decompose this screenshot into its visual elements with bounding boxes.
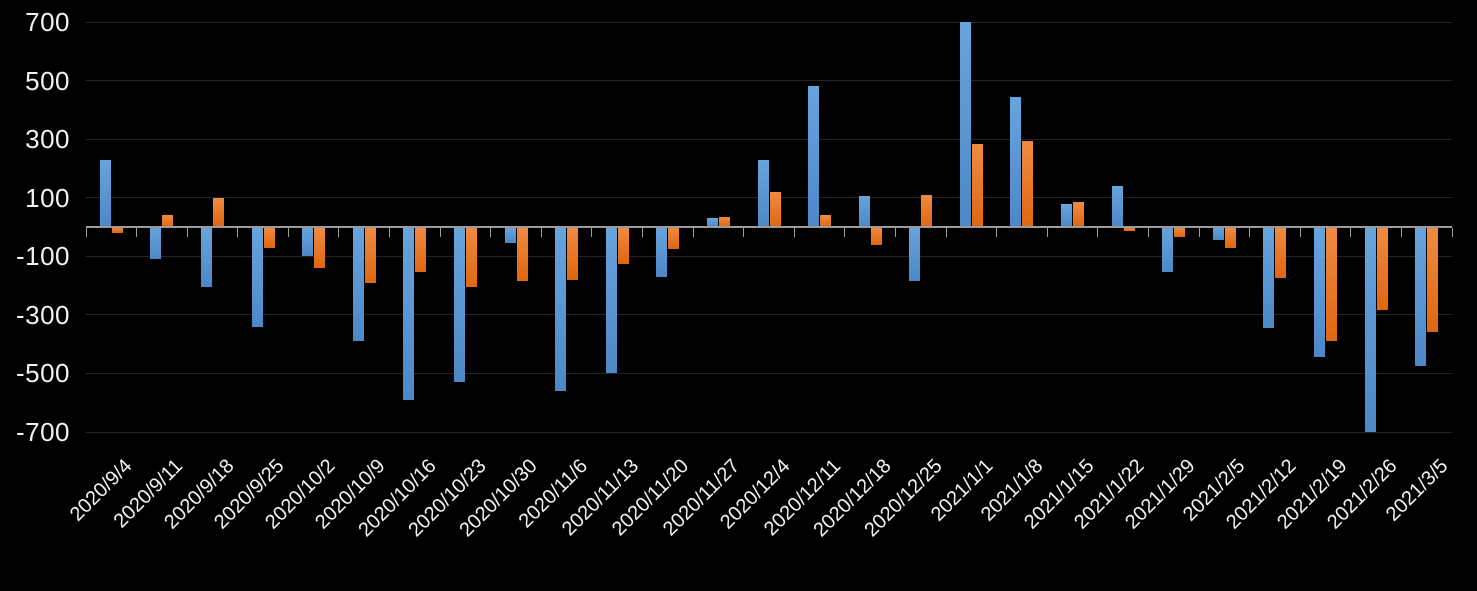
- axis-tick: [894, 228, 896, 237]
- bar-orange-series: [1427, 227, 1439, 333]
- gridline: [86, 372, 1452, 374]
- bar-orange-series: [971, 143, 983, 227]
- axis-tick: [1097, 228, 1099, 237]
- axis-tick: [945, 228, 947, 237]
- axis-tick: [338, 228, 340, 237]
- bar-orange-series: [820, 215, 832, 227]
- bar-orange-series: [921, 194, 933, 227]
- axis-tick: [287, 228, 289, 237]
- bar-orange-series: [718, 216, 730, 227]
- bar-blue-series: [909, 227, 921, 282]
- axis-tick: [1147, 228, 1149, 237]
- gridline: [86, 431, 1452, 433]
- y-axis-label: 100: [25, 182, 70, 213]
- bar-blue-series: [1061, 203, 1073, 227]
- bar-blue-series: [200, 227, 212, 288]
- bar-blue-series: [1263, 227, 1275, 329]
- bar-blue-series: [706, 218, 718, 227]
- bar-orange-series: [465, 227, 477, 288]
- bar-blue-series: [808, 86, 820, 227]
- bar-blue-series: [302, 227, 314, 257]
- axis-tick: [237, 228, 239, 237]
- bar-orange-series: [1224, 227, 1236, 248]
- bar-orange-series: [1073, 202, 1085, 227]
- bar-orange-series: [1123, 227, 1135, 232]
- bar-orange-series: [162, 215, 174, 227]
- bar-blue-series: [504, 227, 516, 244]
- bar-orange-series: [567, 227, 579, 280]
- bar-blue-series: [99, 159, 111, 227]
- bar-blue-series: [352, 227, 364, 342]
- bar-blue-series: [1314, 227, 1326, 358]
- y-axis-label: -300: [15, 299, 70, 330]
- bar-blue-series: [959, 22, 971, 227]
- bar-orange-series: [870, 227, 882, 245]
- gridline: [86, 314, 1452, 316]
- axis-tick: [1299, 228, 1301, 237]
- axis-tick: [996, 228, 998, 237]
- bar-orange-series: [111, 227, 123, 233]
- bar-orange-series: [1376, 227, 1388, 311]
- bar-orange-series: [364, 227, 376, 283]
- gridline: [86, 138, 1452, 140]
- y-axis-label: -700: [15, 417, 70, 447]
- axis-tick: [439, 228, 441, 237]
- bar-orange-series: [1275, 227, 1287, 279]
- gridline: [86, 21, 1452, 23]
- bar-blue-series: [1162, 227, 1174, 273]
- y-axis-label: 500: [25, 65, 70, 96]
- axis-tick: [389, 228, 391, 237]
- y-axis-label: 700: [25, 7, 70, 37]
- bar-orange-series: [617, 227, 629, 264]
- axis-tick: [844, 228, 846, 237]
- bar-blue-series: [150, 227, 162, 260]
- bar-blue-series: [656, 227, 668, 277]
- bar-orange-series: [668, 227, 680, 249]
- axis-tick: [1249, 228, 1251, 237]
- axis-tick: [793, 228, 795, 237]
- bar-orange-series: [212, 197, 224, 227]
- bar-blue-series: [403, 227, 415, 400]
- bar-orange-series: [263, 227, 275, 248]
- bar-blue-series: [251, 227, 263, 327]
- bar-blue-series: [757, 159, 769, 227]
- gridline: [86, 80, 1452, 82]
- gridline: [86, 255, 1452, 257]
- bar-orange-series: [1174, 227, 1186, 238]
- axis-tick: [1198, 228, 1200, 237]
- bar-orange-series: [1022, 140, 1034, 227]
- bar-orange-series: [415, 227, 427, 273]
- axis-tick: [136, 228, 138, 237]
- bar-blue-series: [1111, 186, 1123, 227]
- bar-blue-series: [1415, 227, 1427, 367]
- y-axis-label: 300: [25, 124, 70, 155]
- axis-tick: [1400, 228, 1402, 237]
- bar-blue-series: [453, 227, 465, 383]
- zero-axis-line: [86, 226, 1452, 228]
- bar-blue-series: [555, 227, 567, 391]
- axis-tick: [85, 228, 87, 237]
- bar-orange-series: [516, 227, 528, 282]
- bar-blue-series: [1212, 227, 1224, 241]
- bar-blue-series: [858, 196, 870, 227]
- axis-tick: [591, 228, 593, 237]
- axis-tick: [490, 228, 492, 237]
- axis-tick: [186, 228, 188, 237]
- bar-orange-series: [769, 191, 781, 227]
- axis-tick: [540, 228, 542, 237]
- axis-tick: [1350, 228, 1352, 237]
- bar-blue-series: [605, 227, 617, 374]
- axis-tick: [743, 228, 745, 237]
- bar-orange-series: [1326, 227, 1338, 342]
- axis-tick: [692, 228, 694, 237]
- axis-tick: [1046, 228, 1048, 237]
- bar-orange-series: [314, 227, 326, 268]
- y-axis-label: -100: [15, 241, 70, 272]
- axis-tick: [642, 228, 644, 237]
- axis-tick: [1451, 228, 1453, 237]
- y-axis-label: -500: [15, 358, 70, 389]
- bar-blue-series: [1010, 96, 1022, 227]
- bar-blue-series: [1364, 227, 1376, 432]
